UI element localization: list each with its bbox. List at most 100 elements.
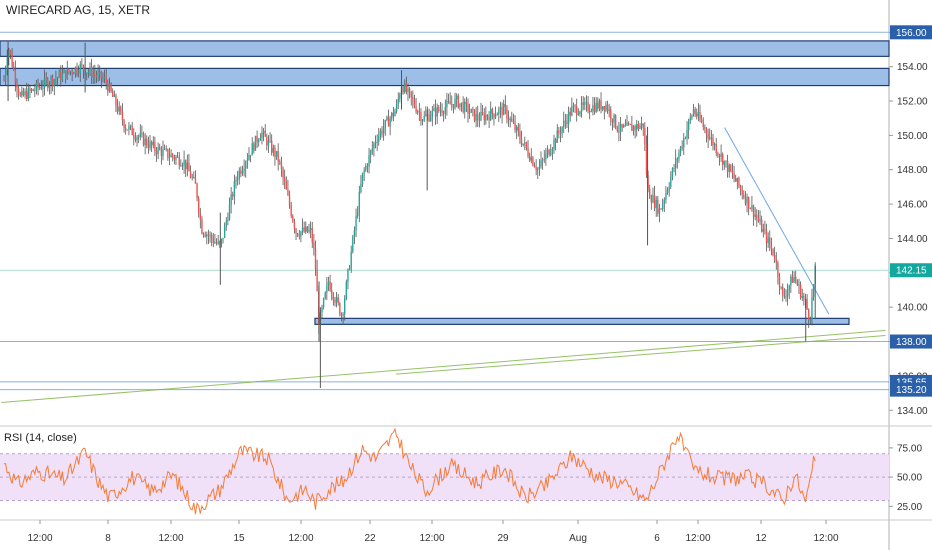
candle-body (717, 153, 719, 155)
candle-body (436, 107, 438, 117)
candle-body (89, 67, 91, 73)
candle-body (631, 124, 633, 131)
candle-body (285, 181, 287, 190)
candle-body (707, 134, 709, 139)
candle-body (79, 64, 81, 74)
candle-body (316, 269, 318, 292)
candle-body (608, 109, 610, 112)
candle-body (293, 221, 296, 229)
candle-body (45, 78, 47, 81)
candle-body (658, 208, 661, 214)
candle-body (240, 170, 242, 174)
candle-body (678, 153, 680, 160)
candle-body (251, 143, 253, 156)
candle-body (618, 130, 620, 133)
candle-body (464, 101, 466, 112)
candle-body (538, 166, 541, 170)
candle-body (29, 88, 31, 91)
candle-body (665, 193, 667, 200)
candle-body (185, 159, 187, 170)
time-tick-label: 12:00 (419, 533, 444, 544)
candle-body (796, 281, 799, 286)
candle-body (355, 216, 357, 231)
candle-body (100, 71, 103, 79)
candle-body (744, 197, 747, 204)
candle-body (81, 64, 83, 66)
candle-body (139, 133, 141, 137)
price-tick-label: 148.00 (897, 165, 928, 176)
candle-body (275, 151, 278, 157)
candle-body (671, 168, 674, 178)
candle-body (468, 112, 471, 114)
candle-body (227, 219, 229, 222)
candle-body (53, 79, 55, 86)
candle-body (105, 76, 107, 83)
candle-body (775, 259, 777, 263)
candle-body (478, 119, 481, 121)
candle-body (537, 169, 539, 171)
candle-body (50, 77, 52, 85)
candle-body (144, 138, 146, 146)
candle-body (142, 133, 145, 146)
rsi-panel (0, 427, 889, 515)
candle-body (407, 88, 409, 92)
candle-body (767, 237, 769, 244)
candle-body (488, 116, 490, 121)
candle-body (212, 238, 214, 243)
candle-body (150, 141, 153, 146)
candle-body (256, 135, 258, 143)
candle-body (245, 162, 247, 169)
candle-body (449, 101, 451, 105)
candle-body (525, 142, 528, 148)
candle-body (95, 75, 98, 77)
candle-body (160, 149, 163, 156)
candle-body (292, 215, 294, 222)
candle-body (637, 124, 640, 129)
candle-body (353, 230, 356, 237)
candle-body (723, 160, 726, 165)
candle-body (261, 132, 263, 138)
candle-body (232, 194, 234, 197)
candle-body (350, 251, 352, 270)
candle-body (157, 147, 159, 155)
candle-body (408, 88, 411, 92)
candle-body (124, 128, 127, 130)
candle-body (595, 102, 597, 112)
candle-body (58, 71, 60, 78)
candle-body (647, 174, 649, 189)
candle-body (756, 214, 758, 218)
candle-body (82, 65, 85, 71)
candle-body (147, 145, 150, 148)
time-tick-label: 12:00 (288, 533, 313, 544)
candle-body (51, 77, 54, 86)
candle-body (457, 95, 459, 108)
candle-body (759, 219, 761, 222)
candle-body (566, 121, 568, 125)
candle-body (429, 117, 432, 121)
candle-body (811, 297, 813, 320)
candle-body (738, 177, 740, 187)
candle-body (418, 111, 421, 113)
candle-body (621, 124, 623, 128)
zone-box (0, 40, 890, 57)
candle-body (11, 54, 13, 67)
candle-body (597, 102, 599, 109)
candle-body (782, 286, 784, 296)
candle-body (90, 67, 93, 78)
candle-body (494, 115, 497, 118)
candle-body (496, 114, 498, 116)
candle-body (491, 109, 494, 114)
candle-body (267, 140, 270, 146)
candle-body (563, 120, 565, 128)
candle-body (668, 186, 670, 191)
candle-body (269, 140, 271, 142)
candle-body (812, 284, 815, 298)
candle-body (585, 102, 588, 103)
candle-body (530, 157, 532, 161)
candle-body (502, 104, 505, 116)
candle-body (481, 111, 484, 114)
candle-body (152, 141, 154, 146)
candle-body (554, 139, 557, 143)
price-badge (890, 382, 932, 397)
